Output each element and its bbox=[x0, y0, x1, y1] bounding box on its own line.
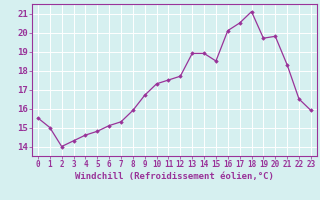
X-axis label: Windchill (Refroidissement éolien,°C): Windchill (Refroidissement éolien,°C) bbox=[75, 172, 274, 181]
